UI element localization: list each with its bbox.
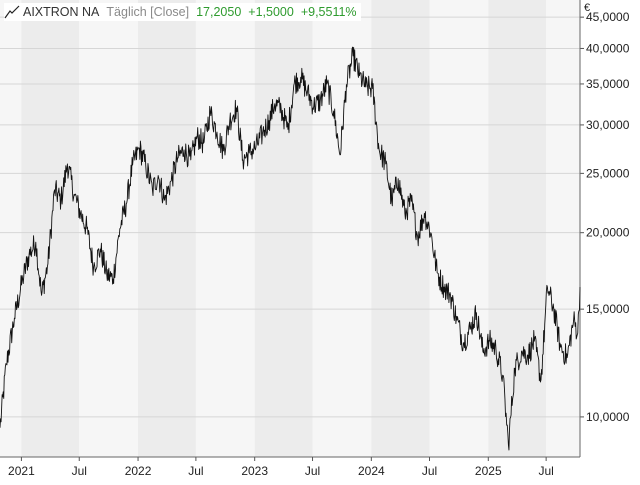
period-band <box>79 0 139 457</box>
y-tick-label: 20,0000 <box>586 226 630 240</box>
y-tick-label: 45,0000 <box>586 10 630 24</box>
x-tick-label: Jul <box>422 464 437 478</box>
x-tick-label: 2022 <box>125 464 152 478</box>
period-band <box>429 0 489 457</box>
period-bands <box>0 0 580 457</box>
period-band <box>195 0 255 457</box>
last-price: 17,2050 <box>196 5 242 19</box>
x-tick-label: 2023 <box>241 464 268 478</box>
x-axis: 2021 Jul 2022 Jul 2023 Jul 2024 Jul 2025 Jul <box>0 456 580 478</box>
y-axis: 10,0000 15,0000 20,0000 25,0000 30,0000 35,00… <box>579 0 630 457</box>
x-tick-label: 2024 <box>358 464 385 478</box>
chart-header: AIXTRON NA Täglich [Close] 17,2050 +1,50… <box>4 3 361 21</box>
y-tick-label: 40,0000 <box>586 41 630 55</box>
x-tick-label: Jul <box>72 464 87 478</box>
x-tick-label: 2021 <box>8 464 35 478</box>
currency-label: € <box>584 2 591 14</box>
x-tick-label: Jul <box>188 464 203 478</box>
y-tick-label: 35,0000 <box>586 77 630 91</box>
period-band <box>0 0 22 457</box>
line-chart-icon <box>4 5 20 19</box>
period-band <box>254 0 313 457</box>
period-band <box>546 0 580 457</box>
price-change-percent: +9,5511% <box>300 5 357 19</box>
price-series <box>0 46 581 451</box>
x-tick-label: 2025 <box>475 464 502 478</box>
period-band <box>312 0 372 457</box>
y-tick-label: 30,0000 <box>586 118 630 132</box>
period-band <box>21 0 80 457</box>
price-line <box>0 46 581 451</box>
y-tick-label: 10,0000 <box>586 410 630 424</box>
y-tick-label: 25,0000 <box>586 166 630 180</box>
y-tick-label: 15,0000 <box>586 302 630 316</box>
x-tick-label: Jul <box>538 464 553 478</box>
interval-label: Täglich [Close] <box>106 5 190 19</box>
price-change: +1,5000 <box>248 5 294 19</box>
period-band <box>488 0 547 457</box>
period-band <box>138 0 196 457</box>
instrument-name: AIXTRON NA <box>23 5 100 19</box>
x-tick-label: Jul <box>305 464 320 478</box>
